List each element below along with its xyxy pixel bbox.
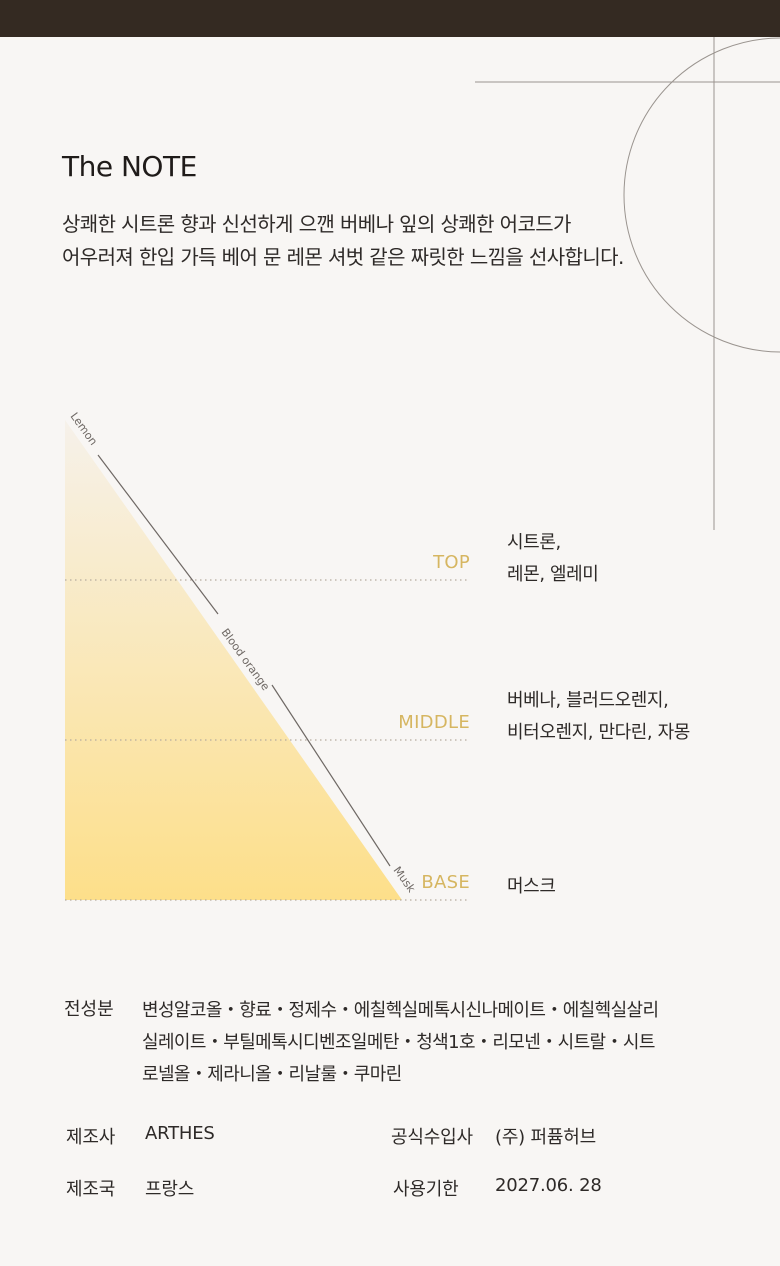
level-label-base: BASE <box>421 872 470 893</box>
section-description: 상쾌한 시트론 향과 신선하게 으깬 버베나 잎의 상쾌한 어코드가 어우러져 … <box>62 208 702 274</box>
top-bar <box>0 0 780 37</box>
manufacturer-label: 제조사 <box>66 1127 116 1148</box>
ingredients-label: 전성분 <box>64 999 114 1020</box>
importer-value: (주) 퍼퓸허브 <box>495 1127 596 1148</box>
note-line: 레몬, 엘레미 <box>507 564 599 585</box>
note-line: 시트론, <box>507 532 561 553</box>
importer-label: 공식수입사 <box>391 1127 473 1148</box>
description-line: 상쾌한 시트론 향과 신선하게 으깬 버베나 잎의 상쾌한 어코드가 <box>62 212 571 236</box>
level-label-middle: MIDDLE <box>398 712 470 733</box>
note-line: 비터오렌지, 만다린, 자몽 <box>507 722 690 743</box>
section-title: The NOTE <box>62 150 197 183</box>
ingredients-line: 실레이트・부틸메톡시디벤조일메탄・청색1호・리모넨・시트랄・시트 <box>142 1032 655 1053</box>
accord-axis-line <box>97 454 219 615</box>
level-label-top: TOP <box>433 552 470 573</box>
level-notes-top: 시트론, 레몬, 엘레미 <box>507 527 599 591</box>
country-label: 제조국 <box>66 1179 116 1200</box>
ingredients-list: 변성알코올・향료・정제수・에칠헥실메톡시신나메이트・에칠헥실살리 실레이트・부틸… <box>142 995 722 1091</box>
ingredients-line: 로넬올・제라니올・리날룰・쿠마린 <box>142 1064 402 1085</box>
expiry-value: 2027.06. 28 <box>495 1175 602 1196</box>
ingredients-line: 변성알코올・향료・정제수・에칠헥실메톡시신나메이트・에칠헥실살리 <box>142 1000 659 1021</box>
country-value: 프랑스 <box>145 1179 195 1200</box>
accord-axis-line <box>271 684 391 867</box>
pyramid-fill <box>65 420 402 900</box>
note-line: 버베나, 블러드오렌지, <box>507 690 669 711</box>
expiry-label: 사용기한 <box>393 1179 459 1200</box>
manufacturer-value: ARTHES <box>145 1123 215 1144</box>
description-line: 어우러져 한입 가득 베어 문 레몬 셔벗 같은 짜릿한 느낌을 선사합니다. <box>62 245 624 269</box>
note-line: 머스크 <box>507 876 556 897</box>
level-notes-base: 머스크 <box>507 871 556 903</box>
note-pyramid: Lemon Blood orange Musk <box>65 410 468 901</box>
level-notes-middle: 버베나, 블러드오렌지, 비터오렌지, 만다린, 자몽 <box>507 685 690 749</box>
